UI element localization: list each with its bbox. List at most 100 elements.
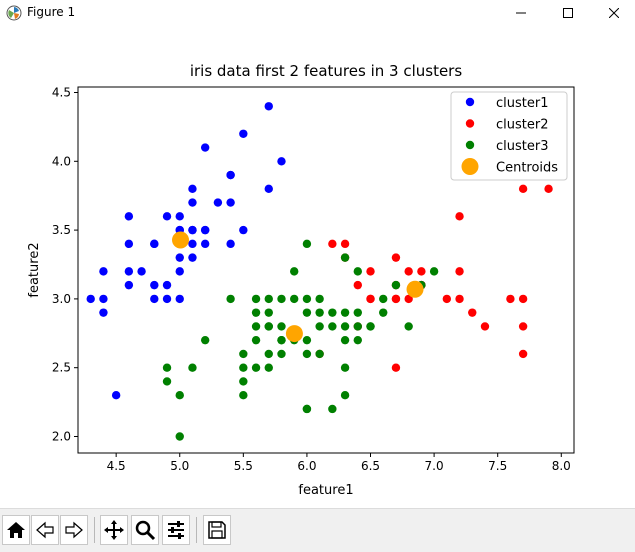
legend-label: cluster2 (496, 118, 548, 133)
toolbar-separator (94, 517, 95, 543)
legend-label: cluster1 (496, 96, 548, 111)
cluster1-point (150, 294, 159, 304)
close-button[interactable] (591, 0, 635, 26)
y-tick-label: 3.0 (52, 292, 71, 306)
cluster3-point (353, 308, 362, 317)
cluster3-point (239, 391, 248, 400)
cluster2-point (518, 294, 528, 304)
cluster3-point (302, 308, 312, 317)
cluster3-point (315, 349, 324, 359)
cluster3-point (429, 267, 439, 276)
x-axis-label: feature1 (298, 483, 353, 498)
cluster1-point (264, 184, 273, 194)
y-tick-label: 4.0 (52, 154, 71, 168)
cluster3-point (264, 349, 273, 359)
cluster3-point (340, 308, 350, 317)
x-tick-label: 5.5 (234, 459, 253, 473)
cluster2-point (391, 253, 401, 262)
cluster2-point (404, 294, 413, 304)
zoom-icon (135, 520, 156, 541)
legend-label: cluster3 (496, 139, 548, 154)
cluster3-point (264, 322, 273, 331)
cluster1-point (226, 239, 235, 249)
cluster1-point (277, 157, 286, 166)
back-button[interactable] (31, 515, 59, 545)
cluster1-point (239, 129, 248, 138)
cluster2-point (366, 294, 375, 304)
cluster2-point (455, 267, 464, 276)
cluster1-point (175, 267, 184, 276)
cluster2-point (340, 239, 350, 249)
x-tick-label: 6.5 (361, 459, 380, 473)
save-button[interactable] (203, 515, 231, 545)
y-tick-label: 2.5 (52, 361, 71, 375)
legend-marker (465, 140, 475, 150)
cluster2-point (544, 184, 553, 194)
cluster1-point (86, 294, 95, 304)
legend-marker (461, 158, 479, 175)
home-button[interactable] (2, 515, 30, 545)
cluster3-point (264, 294, 273, 304)
cluster1-point (188, 198, 197, 207)
cluster3-point (340, 363, 350, 372)
cluster3-point (251, 335, 261, 345)
cluster2-point (353, 280, 362, 290)
legend-label: Centroids (496, 161, 558, 176)
cluster3-point (239, 349, 248, 359)
cluster3-point (200, 335, 210, 345)
forward-arrow-icon (65, 521, 83, 539)
cluster2-point (328, 239, 337, 249)
cluster2-point (455, 294, 464, 304)
maximize-button[interactable] (545, 0, 591, 26)
cluster2-point (518, 322, 528, 331)
figure-canvas[interactable]: iris data first 2 features in 3 clusters… (0, 26, 635, 508)
pan-button[interactable] (100, 515, 128, 545)
cluster1-point (150, 280, 159, 290)
cluster3-point (162, 377, 172, 386)
configure-subplots-button[interactable] (162, 515, 190, 545)
cluster1-point (226, 170, 235, 180)
cluster3-point (315, 308, 324, 317)
centroid-point (172, 231, 190, 249)
minimize-button[interactable] (498, 0, 544, 26)
cluster1-point (124, 212, 134, 221)
cluster1-point (188, 253, 197, 262)
cluster2-point (506, 294, 515, 304)
x-tick-label: 7.5 (488, 459, 507, 473)
cluster3-point (353, 267, 362, 276)
toolbar-separator (196, 517, 197, 543)
cluster1-point (239, 225, 248, 235)
cluster2-point (391, 363, 401, 372)
cluster3-point (404, 322, 413, 331)
cluster3-point (251, 294, 261, 304)
cluster3-point (315, 322, 324, 331)
cluster3-point (340, 391, 350, 400)
cluster1-point (99, 294, 108, 304)
forward-button[interactable] (60, 515, 88, 545)
cluster3-point (302, 294, 312, 304)
cluster3-point (328, 404, 337, 414)
cluster3-point (162, 363, 172, 372)
x-tick-label: 6.0 (297, 459, 316, 473)
legend-marker (465, 119, 475, 128)
cluster3-point (340, 253, 350, 262)
zoom-button[interactable] (131, 515, 159, 545)
cluster1-point (188, 239, 197, 249)
cluster2-point (518, 349, 528, 359)
cluster2-point (391, 294, 401, 304)
cluster1-point (99, 267, 108, 276)
y-tick-label: 4.5 (52, 86, 71, 100)
x-tick-label: 8.0 (552, 459, 571, 473)
plot-border (77, 86, 575, 454)
cluster3-point (277, 322, 286, 331)
cluster3-point (251, 308, 261, 317)
cluster1-point (175, 253, 184, 262)
cluster3-point (175, 432, 184, 441)
cluster3-point (328, 322, 337, 331)
configure-subplots-icon (168, 521, 184, 539)
cluster1-point (137, 267, 146, 276)
chart-title: iris data first 2 features in 3 clusters (190, 62, 463, 80)
cluster2-point (417, 267, 426, 276)
cluster1-point (150, 239, 159, 249)
x-tick-label: 5.0 (170, 459, 189, 473)
